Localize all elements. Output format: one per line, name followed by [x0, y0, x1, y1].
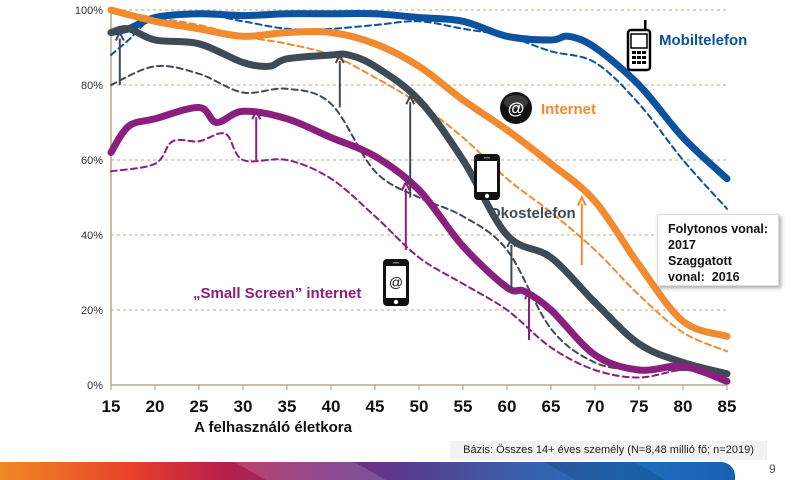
svg-text:@: @ — [508, 99, 525, 118]
y-tick-label: 40% — [81, 230, 103, 242]
label-mobiltelefon: Mobiltelefon — [659, 32, 747, 49]
legend-box: Folytonos vonal: 2017 Szaggatott vonal: … — [657, 214, 779, 286]
y-tick-label: 0% — [87, 380, 103, 392]
x-tick-label: 25 — [190, 397, 209, 416]
change-arrows — [114, 30, 587, 340]
x-tick-label: 20 — [146, 397, 165, 416]
label-small-screen-internet: „Small Screen” internet — [193, 285, 361, 302]
x-tick-label: 30 — [234, 397, 253, 416]
footer-decorative-band — [0, 462, 735, 480]
page-number: 9 — [769, 462, 776, 476]
legend-line: Szaggatott — [668, 254, 732, 268]
feature-phone-icon — [626, 20, 652, 72]
change-arrow — [524, 289, 534, 340]
x-tick-label: 45 — [366, 397, 385, 416]
y-tick-labels: 0% 20% 40% 60% 80% 100% — [75, 5, 103, 392]
x-tick-label: 65 — [542, 397, 561, 416]
line-okostelefon-2017 — [107, 25, 731, 378]
y-tick-label: 80% — [81, 80, 103, 92]
legend-line: 2017 — [668, 238, 696, 252]
line-mobiltelefon-2017 — [107, 9, 731, 183]
change-arrow — [251, 109, 262, 160]
chart: 0% 20% 40% 60% 80% 100% 15 20 25 30 35 40 45 50 55 60 6… — [75, 5, 747, 436]
legend-line: vonal: 2016 — [668, 270, 740, 284]
line-small-screen-internet-2017 — [107, 104, 731, 385]
x-tick-labels: 15 20 25 30 35 40 45 50 55 60 65 70 75 80 85 — [102, 397, 737, 416]
smartphone-at-icon: @ — [383, 259, 409, 306]
change-arrow — [405, 94, 416, 198]
x-tick-label: 80 — [674, 397, 693, 416]
x-tick-label: 15 — [102, 397, 121, 416]
change-arrow — [576, 195, 587, 265]
x-tick-label: 50 — [410, 397, 429, 416]
change-arrow — [400, 180, 411, 250]
gridlines — [111, 9, 727, 311]
y-tick-label: 60% — [81, 155, 103, 167]
at-sign-icon: @ — [500, 92, 532, 124]
series-lines — [107, 6, 731, 385]
label-internet: Internet — [541, 101, 596, 118]
x-tick-label: 55 — [454, 397, 473, 416]
x-tick-label: 40 — [322, 397, 341, 416]
change-arrow — [334, 52, 345, 108]
axes — [110, 10, 728, 390]
svg-text:@: @ — [389, 274, 403, 290]
change-arrow — [506, 236, 517, 292]
x-axis-label: A felhasználó életkora — [194, 419, 352, 436]
x-tick-label: 35 — [278, 397, 297, 416]
x-tick-label: 70 — [586, 397, 605, 416]
smartphone-icon — [474, 154, 500, 200]
label-okostelefon: Okostelefon — [489, 205, 576, 222]
basis-note: Bázis: Összes 14+ éves személy (N=8,48 m… — [450, 441, 767, 460]
line-internet-2017 — [107, 6, 731, 340]
line-small-screen-internet-2016 — [110, 132, 728, 379]
x-tick-label: 85 — [718, 397, 737, 416]
legend-line: Folytonos vonal: — [668, 222, 768, 236]
y-tick-label: 20% — [81, 305, 103, 317]
x-tick-label: 60 — [498, 397, 517, 416]
y-tick-label: 100% — [75, 5, 103, 17]
x-tick-label: 75 — [630, 397, 649, 416]
change-arrow — [114, 30, 125, 85]
